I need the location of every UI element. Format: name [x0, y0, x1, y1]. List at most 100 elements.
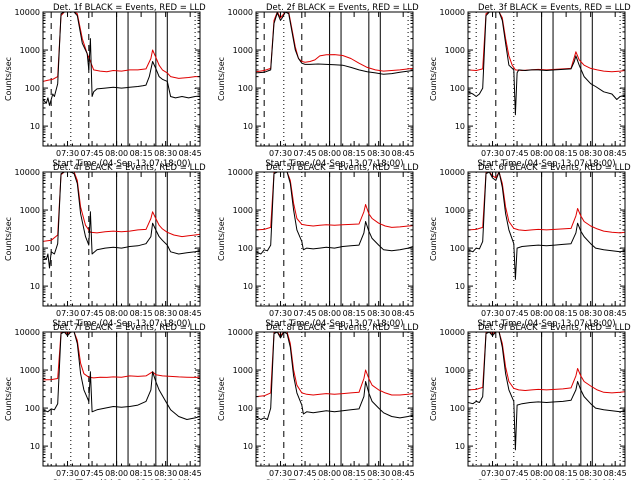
y-tick-label: 10000 [15, 328, 40, 337]
series-group [43, 12, 200, 106]
x-tick-label: 08:00 [105, 149, 128, 158]
panel-title: Det. 9f BLACK = Events, RED = LLD [478, 323, 631, 333]
x-tick-label: 08:00 [105, 309, 128, 318]
series-line-events [256, 172, 413, 255]
series-group [256, 12, 413, 75]
panel-title: Det. 3f BLACK = Events, RED = LLD [478, 3, 631, 13]
x-tick-label: 08:30 [579, 309, 602, 318]
panel-title: Det. 4f BLACK = Events, RED = LLD [53, 163, 206, 173]
series-line-events [468, 12, 625, 116]
y-axis-label: Counts/sec [4, 377, 13, 421]
x-tick-label: 08:45 [179, 149, 202, 158]
y-tick-label: 10 [30, 122, 40, 131]
panel-title: Det. 8f BLACK = Events, RED = LLD [266, 323, 419, 333]
x-tick-label: 08:30 [367, 149, 390, 158]
y-tick-label: 1000 [233, 206, 253, 215]
panel-title: Det. 2f BLACK = Events, RED = LLD [266, 3, 419, 13]
y-axis-label: Counts/sec [217, 377, 226, 421]
series-line-events [43, 172, 200, 269]
series-group [256, 332, 413, 420]
series-line-events [256, 12, 413, 75]
y-tick-label: 10000 [440, 168, 465, 177]
x-tick-label: 08:30 [367, 469, 390, 478]
x-tick-label: 08:00 [318, 149, 341, 158]
x-tick-label: 08:15 [555, 149, 578, 158]
panel-2: 10 100 1000 10000 07:30 07:45 08:00 08:15 08:30 0… [217, 3, 419, 169]
series-line-events [468, 332, 625, 451]
y-tick-label: 100 [238, 84, 253, 93]
x-tick-label: 08:00 [318, 469, 341, 478]
x-tick-label: 07:30 [269, 309, 292, 318]
y-axis-label: Counts/sec [429, 217, 438, 261]
x-tick-label: 07:30 [481, 309, 504, 318]
x-tick-label: 08:30 [579, 469, 602, 478]
panel-1: 10 100 1000 10000 07:30 07:45 08:00 08:15 08:30 0… [4, 3, 206, 169]
x-tick-label: 08:45 [604, 309, 627, 318]
x-tick-label: 07:30 [481, 469, 504, 478]
x-tick-label: 07:30 [56, 469, 79, 478]
x-tick-label: 07:30 [269, 469, 292, 478]
x-tick-label: 07:45 [81, 309, 104, 318]
y-tick-label: 10 [243, 122, 253, 131]
y-tick-label: 10000 [228, 8, 253, 17]
y-tick-label: 1000 [20, 366, 40, 375]
y-axis-label: Counts/sec [429, 377, 438, 421]
y-tick-label: 100 [450, 244, 465, 253]
x-tick-label: 08:15 [130, 309, 153, 318]
y-tick-label: 1000 [445, 206, 465, 215]
x-tick-label: 08:15 [130, 469, 153, 478]
x-tick-label: 08:00 [105, 469, 128, 478]
panel-title: Det. 7f BLACK = Events, RED = LLD [53, 323, 206, 333]
panel-3: 10 100 1000 10000 07:30 07:45 08:00 08:15 08:30 0… [429, 3, 631, 169]
panel-8: 10 100 1000 10000 07:30 07:45 08:00 08:15 08:30 0… [217, 323, 419, 480]
panel-9: 10 100 1000 10000 07:30 07:45 08:00 08:15 08:30 0… [429, 323, 631, 480]
x-tick-label: 07:30 [56, 149, 79, 158]
series-group [256, 172, 413, 255]
y-tick-label: 10 [455, 122, 465, 131]
y-axis-label: Counts/sec [217, 57, 226, 101]
series-line-events [43, 332, 200, 420]
x-tick-label: 08:30 [154, 309, 177, 318]
y-tick-label: 10 [243, 442, 253, 451]
y-tick-label: 1000 [445, 366, 465, 375]
series-line-events [256, 332, 413, 420]
x-tick-label: 08:30 [367, 309, 390, 318]
series-line-events [468, 172, 625, 280]
panel-5: 10 100 1000 10000 07:30 07:45 08:00 08:15 08:30 0… [217, 163, 419, 329]
x-tick-label: 08:00 [530, 149, 553, 158]
series-line-lld [256, 332, 413, 398]
series-group [468, 172, 625, 280]
x-tick-label: 07:30 [56, 309, 79, 318]
y-axis-label: Counts/sec [4, 217, 13, 261]
y-tick-label: 10 [455, 442, 465, 451]
x-tick-label: 08:45 [179, 309, 202, 318]
x-tick-label: 08:30 [579, 149, 602, 158]
y-tick-label: 1000 [20, 46, 40, 55]
x-axis-label: Start Time (04-Sep-13 07:18:00) [265, 319, 403, 329]
x-tick-label: 07:45 [294, 309, 317, 318]
x-tick-label: 08:15 [555, 309, 578, 318]
panel-title: Det. 1f BLACK = Events, RED = LLD [53, 3, 206, 13]
x-tick-label: 08:00 [318, 309, 341, 318]
y-tick-label: 10000 [440, 328, 465, 337]
y-tick-label: 100 [25, 84, 40, 93]
x-tick-label: 07:45 [81, 469, 104, 478]
x-tick-label: 07:45 [294, 469, 317, 478]
x-tick-label: 07:45 [506, 149, 529, 158]
x-tick-label: 07:45 [294, 149, 317, 158]
y-tick-label: 100 [25, 404, 40, 413]
y-axis-label: Counts/sec [217, 217, 226, 261]
series-group [43, 172, 200, 269]
series-line-lld [468, 172, 625, 234]
x-tick-label: 07:45 [81, 149, 104, 158]
series-line-lld [43, 172, 200, 242]
y-tick-label: 1000 [233, 46, 253, 55]
x-tick-label: 07:45 [506, 469, 529, 478]
series-line-events [43, 12, 200, 106]
x-tick-label: 08:15 [343, 309, 366, 318]
x-tick-label: 08:15 [555, 469, 578, 478]
y-axis-label: Counts/sec [429, 57, 438, 101]
y-axis-label: Counts/sec [4, 57, 13, 101]
x-tick-label: 08:30 [154, 469, 177, 478]
